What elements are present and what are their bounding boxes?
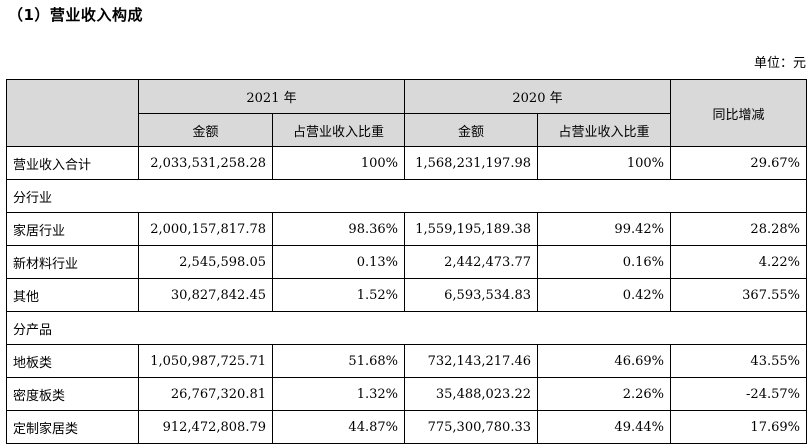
amount-2021: 912,472,808.79 xyxy=(138,410,273,444)
header-row-years: 2021 年 2020 年 同比增减 xyxy=(6,79,807,147)
header-amount-2021: 金额 xyxy=(138,113,273,147)
yoy-change: 43.55% xyxy=(670,344,807,378)
amount-2021: 2,000,157,817.78 xyxy=(138,212,273,246)
share-2021: 98.36% xyxy=(272,212,405,246)
table-row: 其他 30,827,842.45 1.52% 6,593,534.83 0.42… xyxy=(6,278,807,312)
row-label: 家居行业 xyxy=(6,212,139,246)
row-label: 其他 xyxy=(6,278,139,312)
amount-2021: 1,050,987,725.71 xyxy=(138,344,273,378)
amount-2020: 2,442,473.77 xyxy=(404,245,538,279)
share-2021: 44.87% xyxy=(272,410,405,444)
amount-2021: 2,033,531,258.28 xyxy=(138,146,273,180)
header-share-2021: 占营业收入比重 xyxy=(272,113,405,147)
header-row-columns: 金额 占营业收入比重 金额 占营业收入比重 xyxy=(7,113,807,147)
revenue-composition-table: 2021 年 2020 年 同比增减 金额 占营业收入比重 金额 占营业收入比重… xyxy=(6,79,807,444)
amount-2020: 732,143,217.46 xyxy=(404,344,538,378)
amount-2020: 775,300,780.33 xyxy=(404,410,538,444)
share-2020: 100% xyxy=(537,146,671,180)
table-row: 新材料行业 2,545,598.05 0.13% 2,442,473.77 0.… xyxy=(6,245,807,279)
header-amount-2020: 金额 xyxy=(404,113,538,147)
row-label: 地板类 xyxy=(6,344,139,378)
share-2020: 0.16% xyxy=(537,245,671,279)
share-2021: 1.52% xyxy=(272,278,405,312)
share-2020: 99.42% xyxy=(537,212,671,246)
yoy-change: -24.57% xyxy=(670,377,807,411)
table-row: 密度板类 26,767,320.81 1.32% 35,488,023.22 2… xyxy=(6,377,807,411)
row-label: 新材料行业 xyxy=(6,245,139,279)
share-2021: 0.13% xyxy=(272,245,405,279)
share-2020: 0.42% xyxy=(537,278,671,312)
row-label: 营业收入合计 xyxy=(6,146,139,180)
amount-2021: 26,767,320.81 xyxy=(138,377,273,411)
table-row: 地板类 1,050,987,725.71 51.68% 732,143,217.… xyxy=(6,344,807,378)
share-2021: 1.32% xyxy=(272,377,405,411)
header-yoy: 同比增减 xyxy=(670,79,807,147)
share-2020: 49.44% xyxy=(537,410,671,444)
total-row: 营业收入合计 2,033,531,258.28 100% 1,568,231,1… xyxy=(6,146,807,180)
unit-label: 单位：元 xyxy=(753,56,806,71)
header-year-2020: 2020 年 xyxy=(404,79,671,114)
yoy-change: 29.67% xyxy=(670,146,807,180)
group-label: 分产品 xyxy=(6,311,807,345)
row-label: 定制家居类 xyxy=(6,410,139,444)
header-year-2021: 2021 年 xyxy=(138,79,405,114)
row-label: 密度板类 xyxy=(6,377,139,411)
yoy-change: 4.22% xyxy=(670,245,807,279)
section-title: （1）营业收入构成 xyxy=(8,6,143,24)
share-2021: 100% xyxy=(272,146,405,180)
amount-2020: 1,559,195,189.38 xyxy=(404,212,538,246)
group-row-industry: 分行业 xyxy=(6,179,807,213)
group-row-product: 分产品 xyxy=(6,311,807,345)
share-2021: 51.68% xyxy=(272,344,405,378)
table-row: 定制家居类 912,472,808.79 44.87% 775,300,780.… xyxy=(6,410,807,444)
amount-2020: 35,488,023.22 xyxy=(404,377,538,411)
header-blank xyxy=(6,79,139,147)
share-2020: 46.69% xyxy=(537,344,671,378)
yoy-change: 28.28% xyxy=(670,212,807,246)
amount-2020: 6,593,534.83 xyxy=(404,278,538,312)
yoy-change: 367.55% xyxy=(670,278,807,312)
table-row: 家居行业 2,000,157,817.78 98.36% 1,559,195,1… xyxy=(6,212,807,246)
amount-2021: 30,827,842.45 xyxy=(138,278,273,312)
group-label: 分行业 xyxy=(6,179,807,213)
amount-2021: 2,545,598.05 xyxy=(138,245,273,279)
share-2020: 2.26% xyxy=(537,377,671,411)
header-share-2020: 占营业收入比重 xyxy=(537,113,671,147)
yoy-change: 17.69% xyxy=(670,410,807,444)
amount-2020: 1,568,231,197.98 xyxy=(404,146,538,180)
